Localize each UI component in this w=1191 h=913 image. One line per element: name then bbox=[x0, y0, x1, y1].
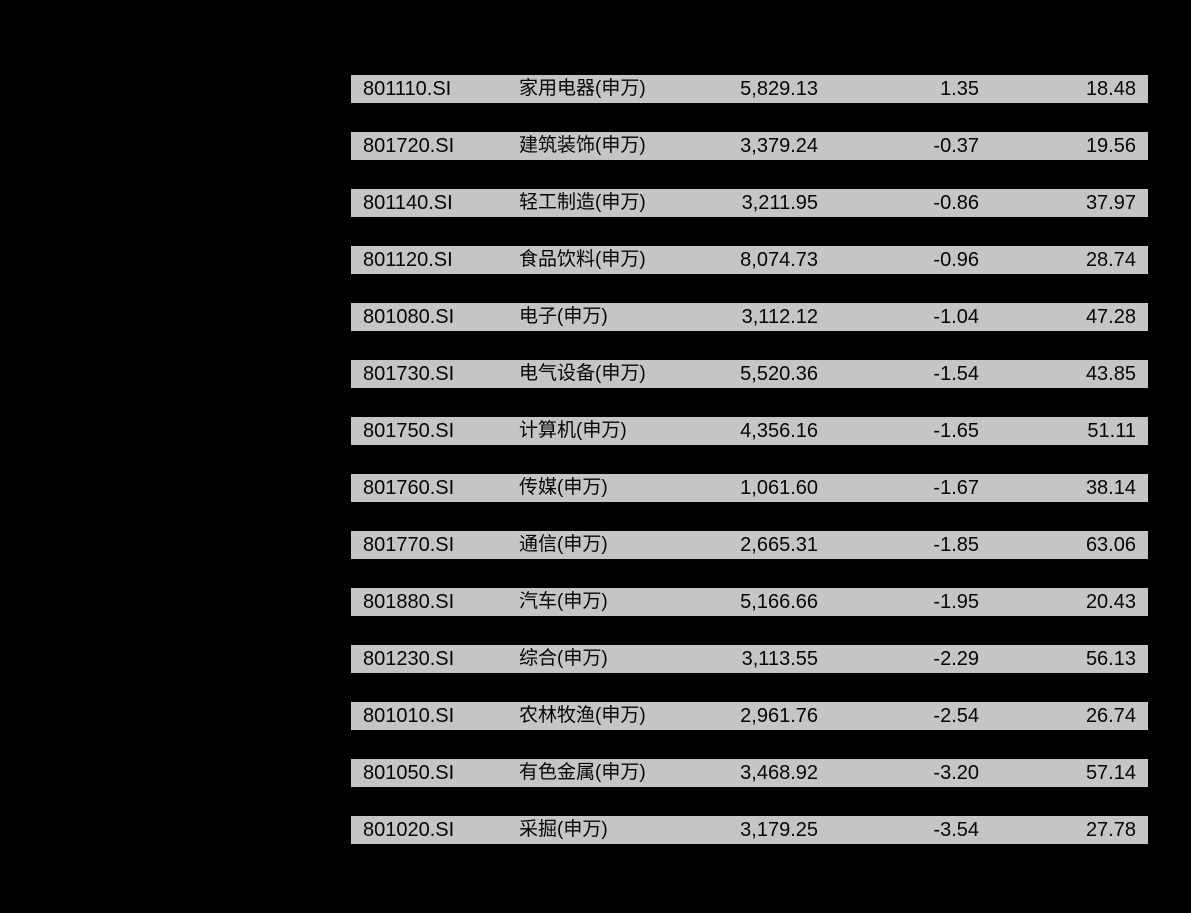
ratio-value: 56.13 bbox=[1085, 648, 1136, 670]
table-row: 801760.SI 传媒(申万) 1,061.60 -1.67 38.14 bbox=[351, 474, 1148, 502]
change-percent: 1.35 bbox=[940, 78, 979, 100]
ratio-value: 63.06 bbox=[1085, 534, 1136, 556]
table-row: 801050.SI 有色金属(申万) 3,468.92 -3.20 57.14 bbox=[351, 759, 1148, 787]
change-percent: -3.20 bbox=[933, 762, 979, 784]
table-row: 801140.SI 轻工制造(申万) 3,211.95 -0.86 37.97 bbox=[351, 189, 1148, 217]
change-percent: -1.67 bbox=[933, 477, 979, 499]
industry-name: 采掘(申万) bbox=[519, 819, 608, 840]
table-row: 801750.SI 计算机(申万) 4,356.16 -1.65 51.11 bbox=[351, 417, 1148, 445]
ratio-value: 57.14 bbox=[1085, 762, 1136, 784]
industry-name: 电子(申万) bbox=[519, 306, 608, 327]
index-code: 801760.SI bbox=[363, 477, 455, 499]
ratio-value: 37.97 bbox=[1085, 192, 1136, 214]
index-value: 3,112.12 bbox=[741, 306, 818, 328]
index-code: 801770.SI bbox=[363, 534, 455, 556]
industry-name: 家用电器(申万) bbox=[519, 78, 646, 99]
index-value: 3,468.92 bbox=[740, 762, 818, 784]
index-value: 5,829.13 bbox=[740, 78, 818, 100]
index-code: 801120.SI bbox=[363, 249, 453, 271]
change-percent: -1.95 bbox=[933, 591, 979, 613]
index-code: 801880.SI bbox=[363, 591, 455, 613]
index-code: 801720.SI bbox=[363, 135, 455, 157]
ratio-value: 51.11 bbox=[1087, 420, 1136, 442]
ratio-value: 20.43 bbox=[1085, 591, 1136, 613]
table-row: 801230.SI 综合(申万) 3,113.55 -2.29 56.13 bbox=[351, 645, 1148, 673]
index-value: 8,074.73 bbox=[740, 249, 818, 271]
table-row: 801020.SI 采掘(申万) 3,179.25 -3.54 27.78 bbox=[351, 816, 1148, 844]
index-value: 2,961.76 bbox=[740, 705, 818, 727]
index-value: 3,379.24 bbox=[740, 135, 818, 157]
table-row: 801720.SI 建筑装饰(申万) 3,379.24 -0.37 19.56 bbox=[351, 132, 1148, 160]
ratio-value: 19.56 bbox=[1085, 135, 1136, 157]
index-code: 801080.SI bbox=[363, 306, 455, 328]
index-code: 801010.SI bbox=[363, 705, 455, 727]
index-code: 801050.SI bbox=[363, 762, 455, 784]
index-code: 801730.SI bbox=[363, 363, 455, 385]
change-percent: -0.96 bbox=[933, 249, 979, 271]
table-row: 801080.SI 电子(申万) 3,112.12 -1.04 47.28 bbox=[351, 303, 1148, 331]
ratio-value: 43.85 bbox=[1085, 363, 1136, 385]
ratio-value: 28.74 bbox=[1085, 249, 1136, 271]
index-code: 801140.SI bbox=[363, 192, 453, 214]
change-percent: -1.65 bbox=[933, 420, 979, 442]
table-row: 801770.SI 通信(申万) 2,665.31 -1.85 63.06 bbox=[351, 531, 1148, 559]
industry-name: 农林牧渔(申万) bbox=[519, 705, 646, 726]
change-percent: -1.04 bbox=[933, 306, 979, 328]
ratio-value: 47.28 bbox=[1085, 306, 1136, 328]
table-row: 801880.SI 汽车(申万) 5,166.66 -1.95 20.43 bbox=[351, 588, 1148, 616]
industry-name: 汽车(申万) bbox=[519, 591, 608, 612]
industry-name: 计算机(申万) bbox=[519, 420, 627, 441]
index-value: 3,211.95 bbox=[741, 192, 818, 214]
change-percent: -2.29 bbox=[933, 648, 979, 670]
table-row: 801110.SI 家用电器(申万) 5,829.13 1.35 18.48 bbox=[351, 75, 1148, 103]
index-code: 801750.SI bbox=[363, 420, 455, 442]
change-percent: -3.54 bbox=[933, 819, 979, 841]
index-code: 801110.SI bbox=[363, 78, 452, 100]
index-code: 801020.SI bbox=[363, 819, 455, 841]
industry-name: 综合(申万) bbox=[519, 648, 608, 669]
index-value: 1,061.60 bbox=[740, 477, 818, 499]
industry-name: 电气设备(申万) bbox=[519, 363, 646, 384]
ratio-value: 26.74 bbox=[1085, 705, 1136, 727]
index-code: 801230.SI bbox=[363, 648, 455, 670]
industry-name: 食品饮料(申万) bbox=[519, 249, 646, 270]
index-value: 3,113.55 bbox=[741, 648, 818, 670]
industry-name: 通信(申万) bbox=[519, 534, 608, 555]
index-value: 5,166.66 bbox=[740, 591, 818, 613]
industry-index-table: 801110.SI 家用电器(申万) 5,829.13 1.35 18.48 8… bbox=[351, 75, 1148, 844]
table-row: 801010.SI 农林牧渔(申万) 2,961.76 -2.54 26.74 bbox=[351, 702, 1148, 730]
industry-name: 有色金属(申万) bbox=[519, 762, 646, 783]
industry-name: 传媒(申万) bbox=[519, 477, 608, 498]
index-value: 4,356.16 bbox=[740, 420, 818, 442]
ratio-value: 18.48 bbox=[1085, 78, 1136, 100]
index-value: 3,179.25 bbox=[740, 819, 818, 841]
ratio-value: 27.78 bbox=[1085, 819, 1136, 841]
industry-name: 建筑装饰(申万) bbox=[519, 135, 646, 156]
ratio-value: 38.14 bbox=[1085, 477, 1136, 499]
table-row: 801730.SI 电气设备(申万) 5,520.36 -1.54 43.85 bbox=[351, 360, 1148, 388]
change-percent: -1.54 bbox=[933, 363, 979, 385]
index-value: 5,520.36 bbox=[740, 363, 818, 385]
change-percent: -0.37 bbox=[933, 135, 979, 157]
change-percent: -0.86 bbox=[933, 192, 979, 214]
change-percent: -1.85 bbox=[933, 534, 979, 556]
index-value: 2,665.31 bbox=[740, 534, 818, 556]
table-row: 801120.SI 食品饮料(申万) 8,074.73 -0.96 28.74 bbox=[351, 246, 1148, 274]
change-percent: -2.54 bbox=[933, 705, 979, 727]
industry-name: 轻工制造(申万) bbox=[519, 192, 646, 213]
